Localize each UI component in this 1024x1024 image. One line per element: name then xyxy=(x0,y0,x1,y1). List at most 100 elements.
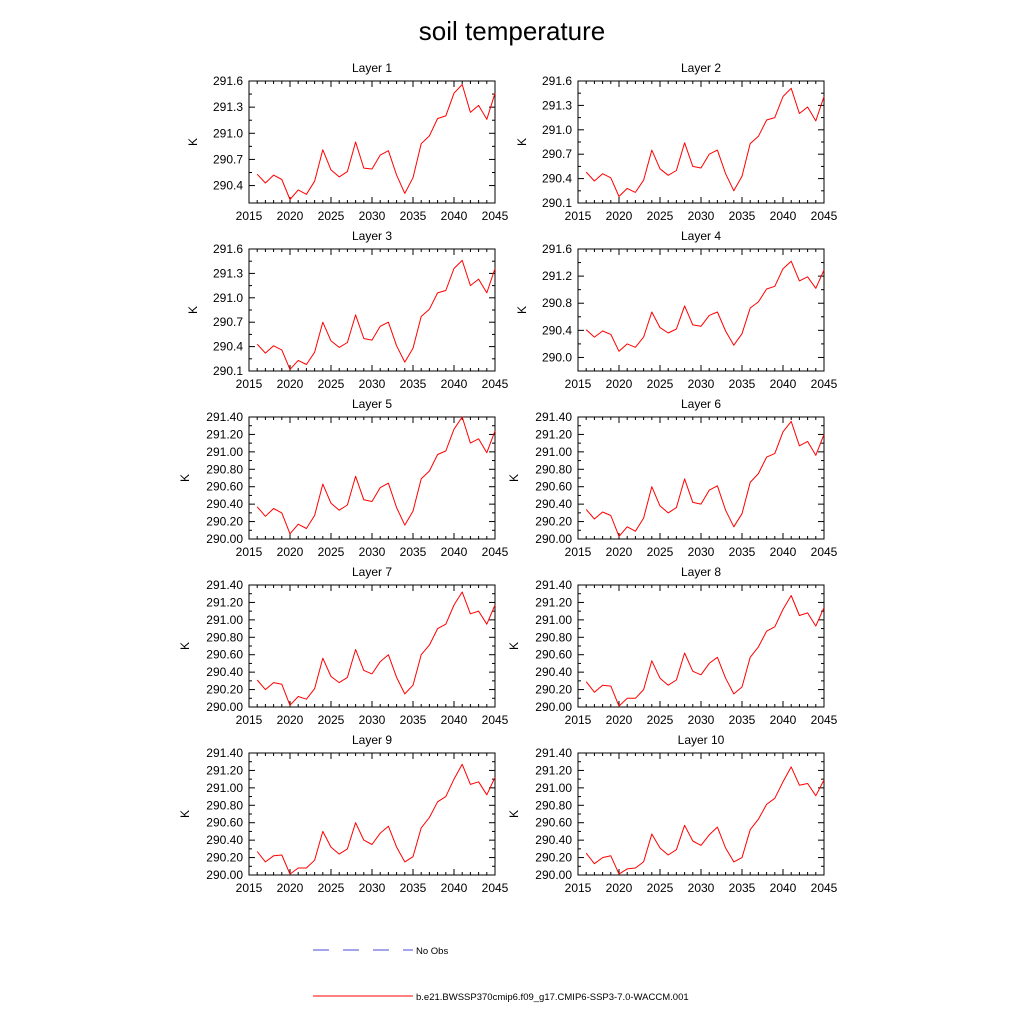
x-tick-label: 2045 xyxy=(482,713,509,727)
x-tick-label: 2030 xyxy=(359,713,386,727)
x-tick-label: 2035 xyxy=(400,377,427,391)
panel-title: Layer 4 xyxy=(681,229,721,243)
panels-container: Layer 1 2015 2020 2025 2030 2035 2040 2045 290.4… xyxy=(178,61,838,895)
legend: No Obs b.e21.BWSSP370cmip6.f09_g17.CMIP6… xyxy=(313,946,689,1003)
x-tick-label: 2040 xyxy=(770,881,797,895)
x-tick-label: 2015 xyxy=(565,713,592,727)
x-tick-label: 2035 xyxy=(729,377,756,391)
y-tick-label: 290.4 xyxy=(213,340,243,354)
panel-7: Layer 7 2015 2020 2025 2030 2035 2040 2045 290.0… xyxy=(178,565,509,727)
x-tick-label: 2020 xyxy=(606,713,633,727)
y-tick-label: 290.20 xyxy=(206,683,243,697)
x-tick-label: 2030 xyxy=(688,881,715,895)
x-tick-label: 2020 xyxy=(277,209,304,223)
y-tick-label: 291.00 xyxy=(535,613,572,627)
panel-9: Layer 9 2015 2020 2025 2030 2035 2040 2045 290.0… xyxy=(178,733,509,895)
x-tick-label: 2025 xyxy=(647,881,674,895)
x-tick-label: 2045 xyxy=(482,545,509,559)
y-tick-label: 291.40 xyxy=(206,578,243,592)
x-tick-label: 2025 xyxy=(318,713,345,727)
y-tick-label: 290.60 xyxy=(535,480,572,494)
y-tick-label: 290.40 xyxy=(206,833,243,847)
y-tick-label: 291.0 xyxy=(542,123,572,137)
x-tick-label: 2015 xyxy=(236,713,263,727)
x-tick-label: 2045 xyxy=(811,209,838,223)
y-tick-label: 291.6 xyxy=(213,242,243,256)
y-tick-label: 290.4 xyxy=(542,172,572,186)
x-tick-label: 2030 xyxy=(359,545,386,559)
panel-4: Layer 4 2015 2020 2025 2030 2035 2040 2045 290.0… xyxy=(515,229,838,391)
y-tick-label: 290.8 xyxy=(542,296,572,310)
x-tick-label: 2020 xyxy=(606,377,633,391)
x-tick-label: 2015 xyxy=(236,545,263,559)
x-tick-label: 2015 xyxy=(565,545,592,559)
x-tick-label: 2035 xyxy=(400,713,427,727)
x-tick-label: 2025 xyxy=(318,209,345,223)
y-tick-label: 290.80 xyxy=(206,798,243,812)
y-tick-label: 290.40 xyxy=(535,833,572,847)
x-tick-label: 2045 xyxy=(811,545,838,559)
panel-title: Layer 5 xyxy=(352,397,392,411)
x-tick-label: 2030 xyxy=(688,713,715,727)
x-tick-label: 2025 xyxy=(318,881,345,895)
y-tick-label: 290.60 xyxy=(535,648,572,662)
series-line-model xyxy=(585,766,825,875)
panel-6: Layer 6 2015 2020 2025 2030 2035 2040 2045 290.0… xyxy=(507,397,838,559)
y-tick-label: 291.00 xyxy=(535,445,572,459)
y-tick-label: 290.00 xyxy=(206,700,243,714)
y-tick-label: 290.40 xyxy=(206,665,243,679)
y-tick-label: 291.20 xyxy=(206,427,243,441)
y-tick-label: 291.3 xyxy=(542,98,572,112)
panel-title: Layer 8 xyxy=(681,565,721,579)
y-tick-label: 291.6 xyxy=(542,242,572,256)
panel-5: Layer 5 2015 2020 2025 2030 2035 2040 2045 290.0… xyxy=(178,397,509,559)
x-tick-label: 2035 xyxy=(400,881,427,895)
y-tick-label: 291.00 xyxy=(206,445,243,459)
y-tick-label: 290.00 xyxy=(535,700,572,714)
y-tick-label: 291.40 xyxy=(206,746,243,760)
x-tick-label: 2025 xyxy=(647,377,674,391)
plot-frame xyxy=(248,248,496,372)
plot-frame xyxy=(577,752,825,876)
x-tick-label: 2025 xyxy=(647,545,674,559)
y-tick-label: 290.7 xyxy=(213,152,243,166)
plot-frame xyxy=(577,416,825,540)
panel-title: Layer 9 xyxy=(352,733,392,747)
x-tick-label: 2030 xyxy=(359,209,386,223)
plot-frame xyxy=(248,80,496,204)
x-tick-label: 2020 xyxy=(606,881,633,895)
x-tick-label: 2045 xyxy=(482,209,509,223)
plot-frame xyxy=(248,584,496,708)
y-axis-label: K xyxy=(186,138,200,146)
y-tick-label: 290.20 xyxy=(535,515,572,529)
x-tick-label: 2040 xyxy=(770,713,797,727)
series-line-model xyxy=(256,763,496,875)
x-tick-label: 2045 xyxy=(482,881,509,895)
x-tick-label: 2015 xyxy=(565,377,592,391)
y-tick-label: 290.20 xyxy=(206,515,243,529)
y-tick-label: 290.40 xyxy=(535,665,572,679)
y-tick-label: 290.00 xyxy=(535,532,572,546)
x-tick-label: 2045 xyxy=(811,713,838,727)
y-axis-label: K xyxy=(515,138,529,146)
panel-title: Layer 2 xyxy=(681,61,721,75)
x-tick-label: 2035 xyxy=(729,209,756,223)
panel-title: Layer 10 xyxy=(678,733,725,747)
figure-title: soil temperature xyxy=(419,16,605,46)
series-line-model xyxy=(256,416,496,535)
y-tick-label: 290.20 xyxy=(535,851,572,865)
y-tick-label: 290.80 xyxy=(535,462,572,476)
x-tick-label: 2030 xyxy=(688,377,715,391)
plot-frame xyxy=(577,80,825,204)
plot-frame xyxy=(577,248,825,372)
y-tick-label: 291.20 xyxy=(535,427,572,441)
x-tick-label: 2030 xyxy=(688,209,715,223)
y-tick-label: 291.00 xyxy=(535,781,572,795)
series-line-model xyxy=(256,259,496,370)
y-tick-label: 290.00 xyxy=(206,868,243,882)
x-tick-label: 2040 xyxy=(770,377,797,391)
y-axis-label: K xyxy=(178,642,192,650)
series-line-model xyxy=(585,260,825,352)
x-tick-label: 2045 xyxy=(811,881,838,895)
